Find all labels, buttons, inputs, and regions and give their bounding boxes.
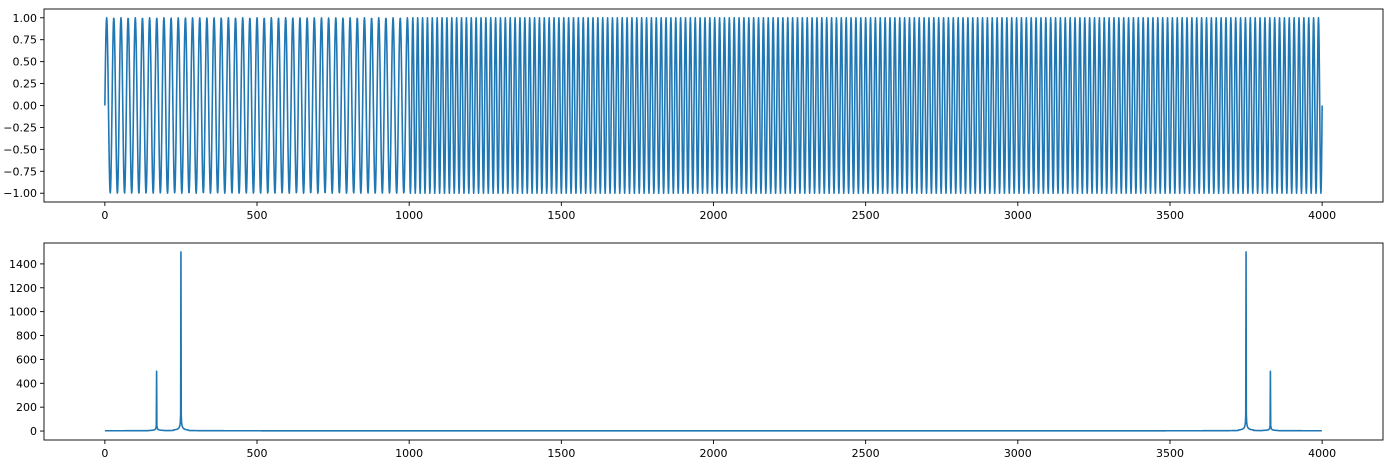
time-signal-plot-area (104, 16, 1323, 195)
time-signal-y-tick-label: 1.00 (13, 12, 38, 25)
time-signal-y-axis: 1.00 0.75 0.50 0.25 0.00 −0.25 −0.50 −0.75 −1.00 (3, 12, 44, 200)
time-signal-x-tick-label: 3000 (1004, 209, 1032, 222)
spectrum-plot-area (104, 251, 1323, 432)
time-signal-x-tick-label: 0 (101, 209, 108, 222)
spectrum-y-tick-label: 200 (16, 401, 37, 414)
time-signal-x-tick-label: 1500 (547, 209, 575, 222)
spectrum-y-tick-label: 800 (16, 330, 37, 343)
time-signal-x-tick-label: 2500 (852, 209, 880, 222)
time-signal-series-line (104, 16, 1323, 195)
spectrum-y-tick-label: 400 (16, 377, 37, 390)
time-signal-x-tick-label: 4000 (1308, 209, 1336, 222)
time-signal-x-tick-label: 500 (247, 209, 268, 222)
time-signal-y-tick-label: −0.75 (3, 165, 37, 178)
time-signal-y-tick-label: 0.50 (13, 56, 38, 69)
spectrum-y-tick-label: 1400 (9, 258, 37, 271)
spectrum-y-tick-label: 1200 (9, 282, 37, 295)
spectrum-y-tick-label: 0 (30, 425, 37, 438)
time-signal-y-tick-label: 0.75 (13, 34, 38, 47)
spectrum-x-tick-label: 500 (247, 447, 268, 460)
spectrum-x-tick-label: 3000 (1004, 447, 1032, 460)
spectrum-x-tick-label: 2500 (852, 447, 880, 460)
spectrum-y-tick-label: 600 (16, 353, 37, 366)
time-signal-x-tick-label: 3500 (1156, 209, 1184, 222)
spectrum-series-line (104, 251, 1323, 432)
spectrum-x-tick-label: 0 (101, 447, 108, 460)
time-signal-axes: 0 500 1000 1500 2000 2500 3000 3500 4000 1.00 0.7… (3, 8, 1384, 222)
spectrum-x-tick-label: 1500 (547, 447, 575, 460)
spectrum-y-axis: 0 200 400 600 800 1000 1200 1400 (9, 258, 44, 438)
time-signal-x-tick-label: 2000 (700, 209, 728, 222)
spectrum-x-tick-label: 3500 (1156, 447, 1184, 460)
time-signal-y-tick-label: −1.00 (3, 187, 37, 200)
time-signal-y-tick-label: −0.25 (3, 121, 37, 134)
spectrum-axes: 0 500 1000 1500 2000 2500 3000 3500 4000 0 200 400… (9, 242, 1384, 460)
spectrum-x-axis: 0 500 1000 1500 2000 2500 3000 3500 4000 (101, 440, 1336, 460)
time-signal-x-axis: 0 500 1000 1500 2000 2500 3000 3500 4000 (101, 202, 1336, 222)
spectrum-x-tick-label: 2000 (700, 447, 728, 460)
spectrum-x-tick-label: 4000 (1308, 447, 1336, 460)
time-signal-y-tick-label: −0.50 (3, 143, 37, 156)
time-signal-y-tick-label: 0.25 (13, 78, 38, 91)
spectrum-x-tick-label: 1000 (395, 447, 423, 460)
time-signal-x-tick-label: 1000 (395, 209, 423, 222)
time-signal-y-tick-label: 0.00 (13, 100, 38, 113)
spectrum-y-tick-label: 1000 (9, 306, 37, 319)
